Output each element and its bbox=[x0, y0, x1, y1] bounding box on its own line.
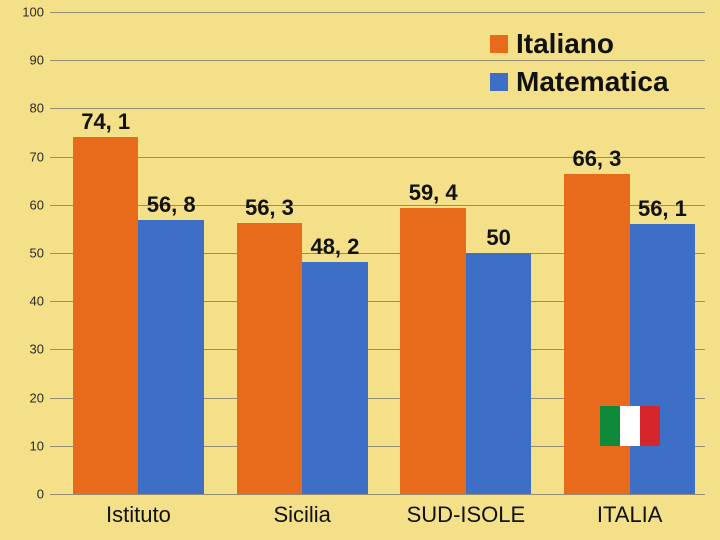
data-label: 56, 1 bbox=[638, 196, 687, 222]
ytick-label: 50 bbox=[30, 246, 44, 261]
flag-stripe bbox=[600, 406, 620, 446]
xtick-label: ITALIA bbox=[597, 502, 663, 528]
legend-label: Italiano bbox=[516, 28, 614, 60]
ytick-label: 20 bbox=[30, 390, 44, 405]
data-label: 50 bbox=[486, 225, 510, 251]
bar bbox=[138, 220, 204, 494]
ytick-label: 30 bbox=[30, 342, 44, 357]
data-label: 59, 4 bbox=[409, 180, 458, 206]
legend-label: Matematica bbox=[516, 66, 669, 98]
xtick-label: Istituto bbox=[106, 502, 171, 528]
bar bbox=[630, 224, 696, 494]
flag-stripe bbox=[640, 406, 660, 446]
data-label: 48, 2 bbox=[310, 234, 359, 260]
italy-flag-icon bbox=[600, 406, 660, 446]
ytick-label: 0 bbox=[37, 487, 44, 502]
gridline bbox=[50, 494, 705, 495]
ytick-label: 10 bbox=[30, 438, 44, 453]
bar bbox=[400, 208, 466, 494]
data-label: 56, 8 bbox=[147, 192, 196, 218]
xtick-label: SUD-ISOLE bbox=[407, 502, 526, 528]
gridline bbox=[50, 108, 705, 109]
ytick-label: 60 bbox=[30, 197, 44, 212]
bar bbox=[73, 137, 139, 494]
flag-stripe bbox=[620, 406, 640, 446]
data-label: 66, 3 bbox=[572, 146, 621, 172]
legend-item: Italiano bbox=[490, 28, 669, 60]
bar bbox=[237, 223, 303, 494]
legend: Italiano Matematica bbox=[490, 28, 669, 104]
xtick-label: Sicilia bbox=[273, 502, 330, 528]
bar bbox=[466, 253, 532, 494]
ytick-label: 90 bbox=[30, 53, 44, 68]
ytick-label: 100 bbox=[22, 5, 44, 20]
legend-marker bbox=[490, 73, 508, 91]
gridline bbox=[50, 12, 705, 13]
data-label: 74, 1 bbox=[81, 109, 130, 135]
ytick-label: 40 bbox=[30, 294, 44, 309]
legend-item: Matematica bbox=[490, 66, 669, 98]
bar bbox=[302, 262, 368, 494]
data-label: 56, 3 bbox=[245, 195, 294, 221]
ytick-label: 80 bbox=[30, 101, 44, 116]
bar bbox=[564, 174, 630, 494]
legend-marker bbox=[490, 35, 508, 53]
chart-container: 0 10 20 30 40 50 60 70 80 90 100 74, 1 56, 8 Istituto… bbox=[0, 0, 720, 540]
ytick-label: 70 bbox=[30, 149, 44, 164]
